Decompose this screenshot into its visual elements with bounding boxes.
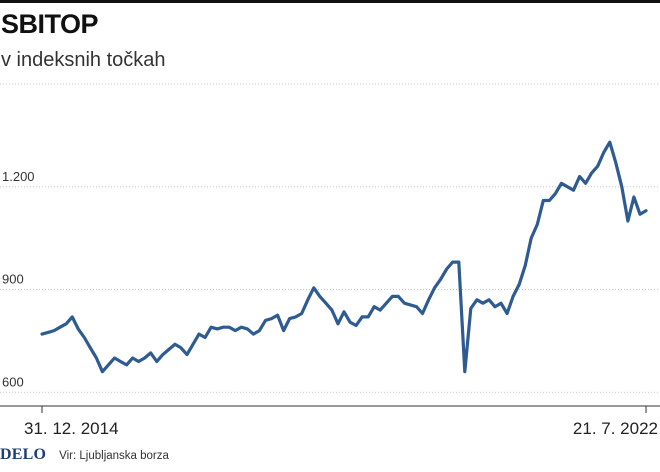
x-tick-label: 21. 7. 2022	[573, 419, 658, 438]
chart-title: SBITOP	[1, 9, 99, 39]
chart-subtitle: v indeksnih točkah	[1, 49, 166, 71]
top-rule	[0, 0, 660, 3]
x-tick-label: 31. 12. 2014	[24, 419, 119, 438]
source-note: Vir: Ljubljanska borza	[59, 450, 169, 462]
series-line	[40, 140, 648, 374]
y-tick-label: 1.200	[2, 169, 35, 184]
y-tick-label: 600	[2, 374, 24, 389]
footer: DELO Vir: Ljubljanska borza	[0, 446, 169, 463]
delo-logo: DELO	[0, 446, 47, 463]
y-tick-label: 900	[2, 272, 24, 287]
